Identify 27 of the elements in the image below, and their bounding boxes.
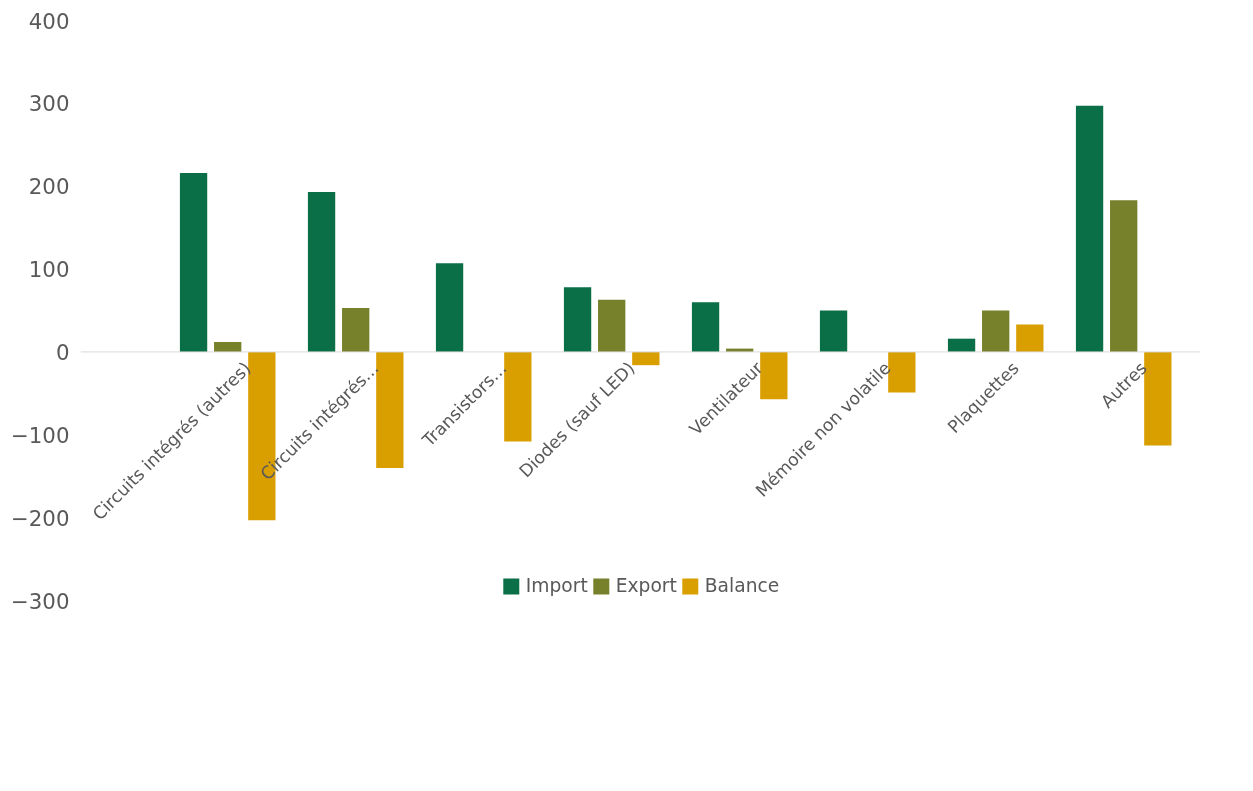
y-tick-label: 100 xyxy=(28,257,70,283)
bar xyxy=(819,310,848,352)
y-tick-label: −200 xyxy=(10,505,70,531)
bar xyxy=(760,351,788,400)
bar xyxy=(342,308,370,352)
bar xyxy=(1144,351,1172,446)
bar xyxy=(1110,200,1138,352)
y-tick-label: −100 xyxy=(10,422,70,448)
bar xyxy=(563,287,592,352)
bar xyxy=(179,172,208,352)
bar xyxy=(435,263,464,352)
y-tick-label: 400 xyxy=(28,8,70,34)
bar xyxy=(691,302,720,352)
bar xyxy=(307,192,336,352)
y-tick-label: −300 xyxy=(10,588,70,614)
y-tick-label: 300 xyxy=(28,91,70,117)
bar xyxy=(598,299,626,352)
bar xyxy=(947,338,976,352)
bar xyxy=(982,310,1010,352)
legend-label: Import xyxy=(525,575,588,596)
y-tick-label: 200 xyxy=(28,174,70,200)
legend-label: Balance xyxy=(704,575,780,596)
y-tick-label: 0 xyxy=(55,339,70,365)
legend-label: Export xyxy=(615,575,677,596)
bar xyxy=(1016,324,1044,352)
bar xyxy=(376,351,404,468)
bar xyxy=(1075,105,1104,352)
